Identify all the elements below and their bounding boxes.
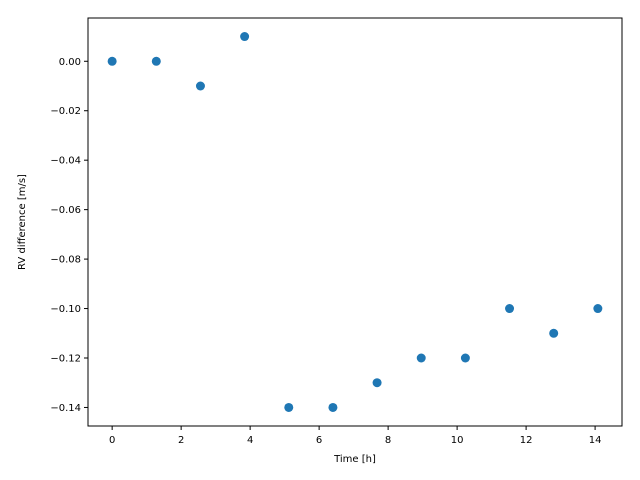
x-tick-label: 8 — [385, 435, 391, 446]
x-axis-label: Time [h] — [333, 454, 376, 465]
x-tick-label: 6 — [316, 435, 322, 446]
data-point — [416, 353, 426, 363]
y-axis-ticks: 0.00 −0.02 −0.04 −0.06 −0.08 −0.10 −0.12 −0.14 — [50, 57, 88, 414]
y-tick-label: −0.08 — [50, 255, 81, 266]
data-point — [505, 304, 515, 314]
x-tick-label: 2 — [178, 435, 184, 446]
x-tick-label: 14 — [589, 435, 602, 446]
y-tick-label: 0.00 — [59, 57, 81, 68]
y-tick-label: −0.10 — [50, 304, 81, 315]
data-point — [195, 81, 205, 91]
y-tick-label: −0.12 — [50, 354, 81, 365]
data-point — [549, 328, 559, 338]
y-tick-label: −0.06 — [50, 205, 81, 216]
x-tick-label: 0 — [109, 435, 115, 446]
data-point — [372, 378, 382, 388]
data-point — [328, 402, 338, 412]
y-tick-label: −0.14 — [50, 403, 81, 414]
data-point — [240, 32, 250, 42]
axes-frame — [87, 17, 623, 427]
x-axis-ticks: 0 2 4 6 8 10 12 14 — [109, 426, 602, 446]
data-point — [284, 402, 294, 412]
data-point — [593, 304, 603, 314]
y-tick-label: −0.04 — [50, 156, 81, 167]
x-tick-label: 4 — [247, 435, 253, 446]
data-point — [460, 353, 470, 363]
data-points — [107, 32, 603, 412]
x-tick-label: 12 — [520, 435, 533, 446]
x-tick-label: 10 — [451, 435, 464, 446]
y-tick-label: −0.02 — [50, 106, 81, 117]
y-axis-label: RV difference [m/s] — [17, 174, 28, 270]
data-point — [151, 56, 161, 66]
data-point — [107, 56, 117, 66]
